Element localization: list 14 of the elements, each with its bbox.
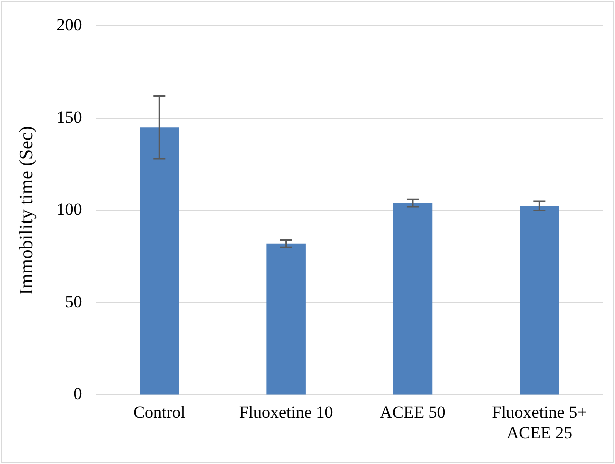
bar <box>140 128 180 395</box>
y-tick-label: 200 <box>56 16 82 35</box>
bar <box>520 206 560 395</box>
x-tick-label: Fluoxetine 5+ ACEE 25 <box>492 402 588 442</box>
bar <box>393 203 433 395</box>
x-tick-label: Fluoxetine 10 <box>239 402 334 422</box>
y-tick-label: 50 <box>65 292 82 312</box>
x-tick-label: ACEE 50 <box>380 402 446 422</box>
y-axis-title: Immobility time (Sec) <box>16 126 38 296</box>
y-tick-label: 150 <box>56 108 82 127</box>
y-tick-label: 100 <box>56 200 82 220</box>
x-tick-label: Control <box>134 402 186 422</box>
bar <box>266 244 306 395</box>
y-tick-label: 0 <box>74 384 82 404</box>
